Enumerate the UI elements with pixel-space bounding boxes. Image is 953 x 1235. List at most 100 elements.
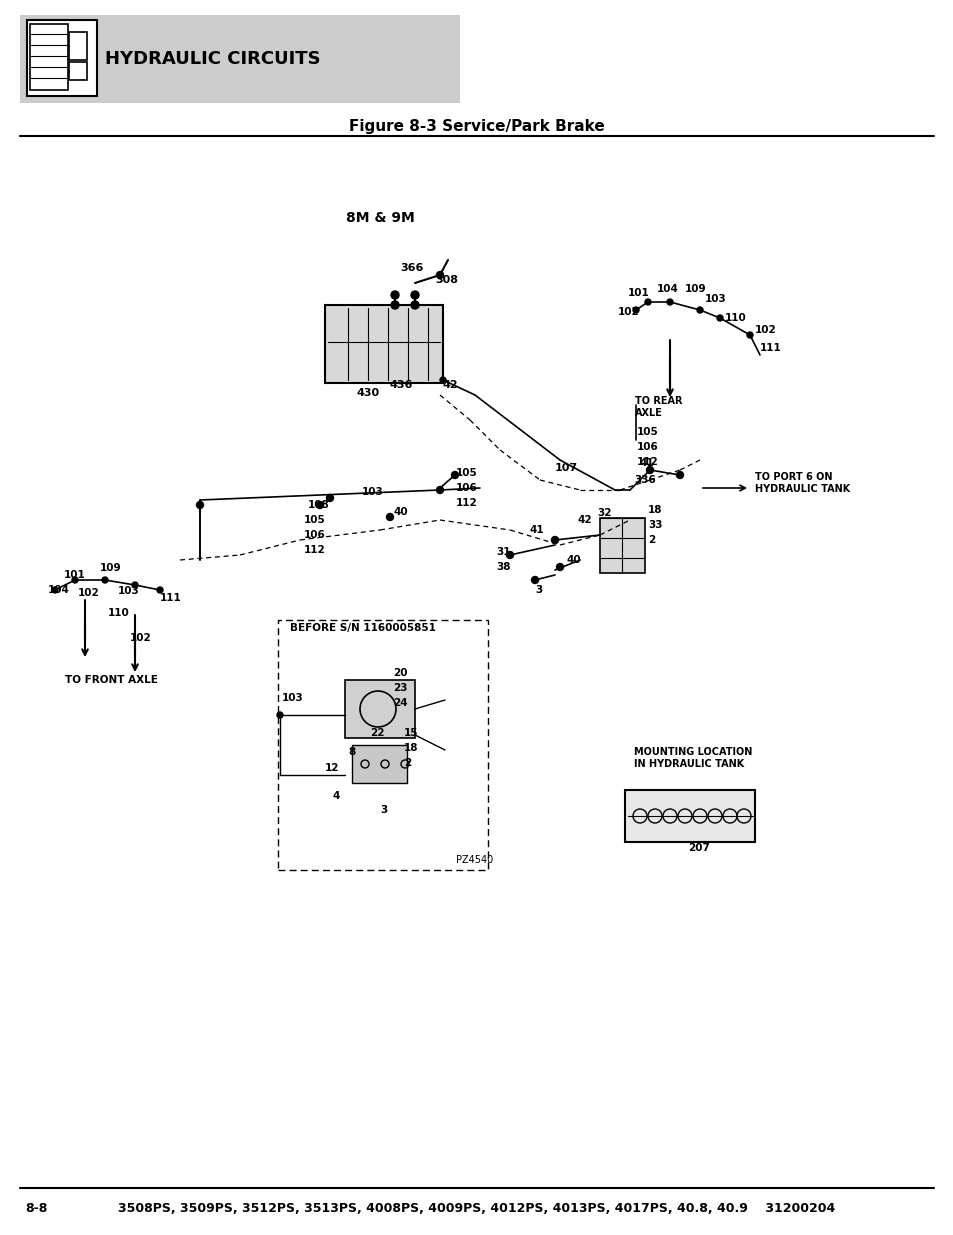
Text: 108: 108 — [308, 500, 330, 510]
Circle shape — [717, 315, 722, 321]
Circle shape — [531, 577, 537, 583]
Text: 111: 111 — [160, 593, 182, 603]
Text: TO REAR
AXLE: TO REAR AXLE — [635, 396, 681, 417]
Text: 23: 23 — [393, 683, 407, 693]
Text: TO FRONT AXLE: TO FRONT AXLE — [65, 676, 157, 685]
Text: 436: 436 — [390, 380, 413, 390]
Circle shape — [746, 332, 752, 338]
Circle shape — [436, 487, 443, 494]
Circle shape — [157, 587, 163, 593]
Text: 41: 41 — [639, 458, 654, 468]
Text: 2: 2 — [647, 535, 655, 545]
Bar — [599, 517, 644, 573]
Text: 102: 102 — [78, 588, 100, 598]
Text: 12: 12 — [325, 763, 339, 773]
Text: 8M & 9M: 8M & 9M — [345, 211, 414, 225]
Circle shape — [326, 494, 334, 501]
Bar — [69, 62, 87, 80]
Text: 308: 308 — [435, 275, 457, 285]
Text: 106: 106 — [637, 442, 659, 452]
Bar — [27, 20, 97, 96]
Text: 105: 105 — [456, 468, 477, 478]
Text: 31: 31 — [496, 547, 510, 557]
Text: 110: 110 — [724, 312, 746, 324]
Text: 336: 336 — [634, 475, 655, 485]
Text: 32: 32 — [597, 508, 611, 517]
Circle shape — [646, 467, 653, 473]
Text: 109: 109 — [684, 284, 706, 294]
Bar — [69, 32, 87, 61]
Bar — [30, 23, 68, 90]
Text: 103: 103 — [118, 585, 139, 597]
Circle shape — [386, 514, 393, 520]
Circle shape — [391, 301, 398, 309]
Text: 3: 3 — [535, 585, 541, 595]
Circle shape — [551, 536, 558, 543]
Text: 106: 106 — [304, 530, 325, 540]
Bar — [352, 745, 407, 783]
Circle shape — [132, 582, 138, 588]
Circle shape — [411, 291, 418, 299]
Text: 42: 42 — [578, 515, 592, 525]
Bar — [20, 15, 459, 103]
Circle shape — [506, 552, 513, 558]
Text: 3508PS, 3509PS, 3512PS, 3513PS, 4008PS, 4009PS, 4012PS, 4013PS, 4017PS, 40.8, 40: 3508PS, 3509PS, 3512PS, 3513PS, 4008PS, … — [118, 1202, 835, 1214]
Text: 40: 40 — [394, 508, 408, 517]
Circle shape — [391, 291, 398, 299]
Text: 112: 112 — [637, 457, 659, 467]
Text: 22: 22 — [370, 727, 384, 739]
Text: 104: 104 — [48, 585, 70, 595]
Text: 101: 101 — [64, 571, 86, 580]
Circle shape — [102, 577, 108, 583]
Text: 2: 2 — [403, 758, 411, 768]
Text: 24: 24 — [393, 698, 407, 708]
Text: 430: 430 — [356, 388, 379, 398]
Circle shape — [411, 301, 418, 309]
Text: 102: 102 — [754, 325, 776, 335]
Text: 38: 38 — [496, 562, 510, 572]
Circle shape — [71, 577, 78, 583]
Text: MOUNTING LOCATION
IN HYDRAULIC TANK: MOUNTING LOCATION IN HYDRAULIC TANK — [634, 747, 752, 769]
Text: 110: 110 — [108, 608, 130, 618]
Circle shape — [451, 472, 458, 478]
Circle shape — [556, 563, 563, 571]
Circle shape — [633, 308, 639, 312]
Circle shape — [52, 587, 58, 593]
Text: 33: 33 — [647, 520, 661, 530]
Text: 102: 102 — [618, 308, 639, 317]
Text: 366: 366 — [399, 263, 423, 273]
Circle shape — [196, 501, 203, 509]
Text: PZ4540: PZ4540 — [456, 855, 493, 864]
Text: 112: 112 — [456, 498, 477, 508]
Text: 207: 207 — [687, 844, 709, 853]
Text: 104: 104 — [657, 284, 679, 294]
Circle shape — [316, 501, 323, 509]
Text: Figure 8-3 Service/Park Brake: Figure 8-3 Service/Park Brake — [349, 120, 604, 135]
Text: 42: 42 — [442, 380, 458, 390]
Text: 15: 15 — [403, 727, 418, 739]
Text: 111: 111 — [760, 343, 781, 353]
Text: BEFORE S/N 1160005851: BEFORE S/N 1160005851 — [290, 622, 436, 634]
Circle shape — [676, 472, 682, 478]
Text: 106: 106 — [456, 483, 477, 493]
Text: 105: 105 — [637, 427, 659, 437]
Text: 103: 103 — [361, 487, 383, 496]
Text: 102: 102 — [130, 634, 152, 643]
Circle shape — [666, 299, 672, 305]
Bar — [624, 790, 754, 842]
Circle shape — [276, 713, 283, 718]
Text: 103: 103 — [704, 294, 726, 304]
Text: 18: 18 — [647, 505, 661, 515]
Text: HYDRAULIC CIRCUITS: HYDRAULIC CIRCUITS — [105, 49, 320, 68]
Text: 18: 18 — [403, 743, 418, 753]
Text: 103: 103 — [282, 693, 303, 703]
Circle shape — [697, 308, 702, 312]
Text: 3: 3 — [379, 805, 387, 815]
Bar — [345, 680, 415, 739]
Text: TO PORT 6 ON
HYDRAULIC TANK: TO PORT 6 ON HYDRAULIC TANK — [754, 472, 849, 494]
Bar — [277, 620, 488, 869]
Text: 105: 105 — [304, 515, 325, 525]
Text: 109: 109 — [100, 563, 121, 573]
Text: 4: 4 — [333, 790, 340, 802]
Text: 8-8: 8-8 — [25, 1202, 48, 1214]
